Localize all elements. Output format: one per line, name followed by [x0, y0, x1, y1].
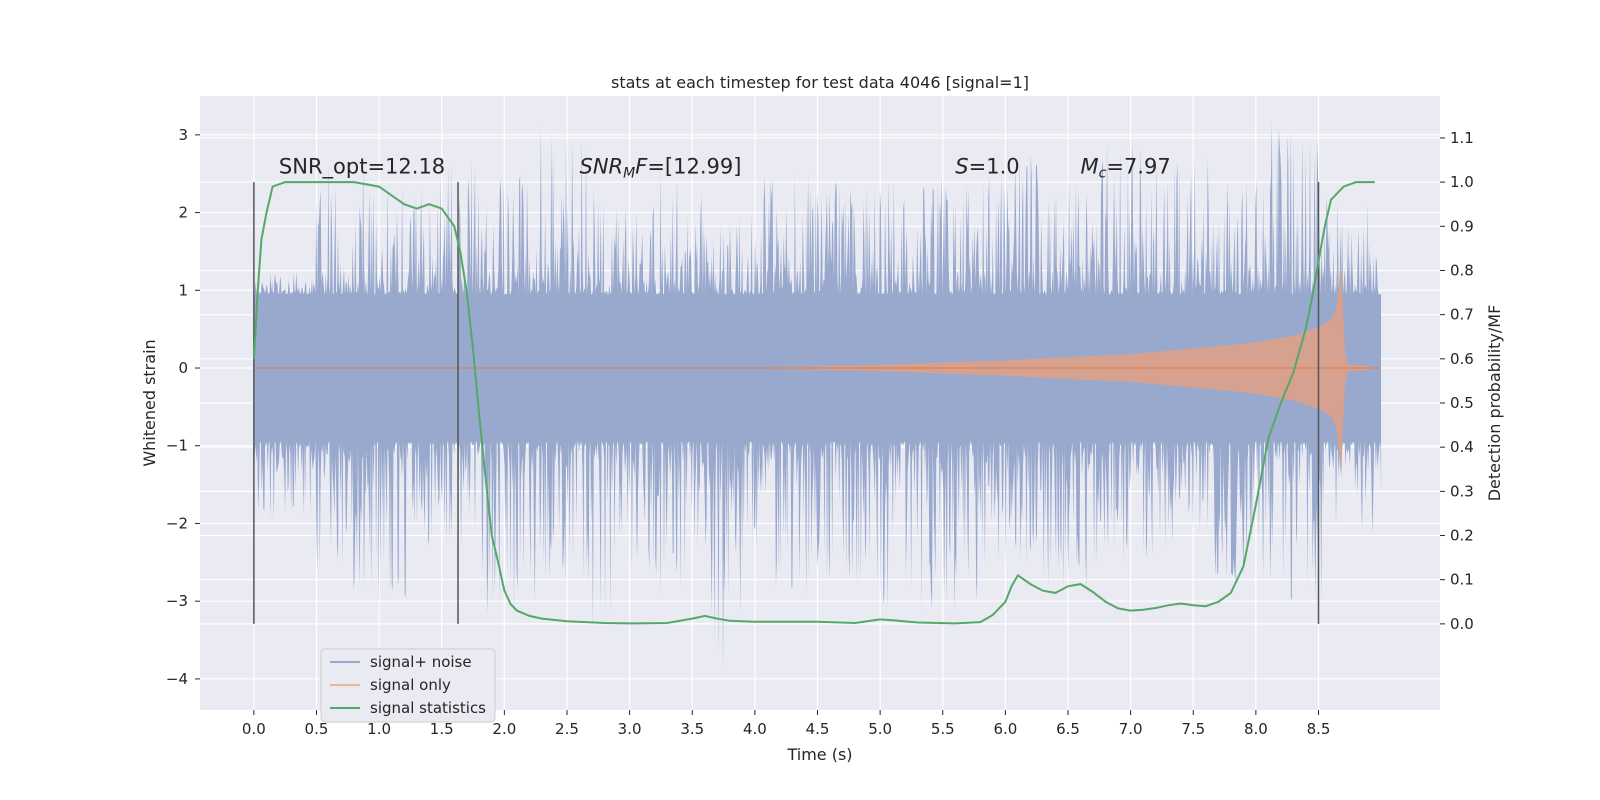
y2-tick-label: 0.1	[1450, 571, 1474, 589]
annotation-text: S=1.0	[955, 154, 1019, 178]
series-signal-statistics	[252, 181, 1375, 625]
annotation-text: SNRMF=[12.99]	[580, 154, 742, 181]
annotation-text: SNR_opt=12.18	[279, 154, 445, 179]
x-tick-label: 2.0	[492, 720, 516, 738]
x-tick-label: 2.5	[555, 720, 579, 738]
y2-axis-ticks: 1.1 1.0 0.9 0.8 0.7 0.6 0.5 0.4 0.3 0.2 0.1 0.0	[1440, 129, 1474, 633]
y2-tick-label: 1.1	[1450, 129, 1474, 147]
y2-tick-label: 0.3	[1450, 482, 1474, 500]
y-tick-label: −2	[166, 514, 188, 532]
vertical-markers	[253, 182, 1320, 624]
y2-tick-label: 0.9	[1450, 217, 1474, 235]
y2-tick-label: 0.0	[1450, 615, 1474, 633]
x-tick-label: 3.5	[680, 720, 704, 738]
series-signal-plus-noise	[253, 119, 1382, 673]
y-axis-ticks: 3 2 1 0 −1 −2 −3 −4	[166, 126, 200, 688]
x-tick-label: 5.5	[931, 720, 955, 738]
x-tick-label: 6.5	[1056, 720, 1080, 738]
y-tick-label: −1	[166, 437, 188, 455]
y2-tick-label: 0.5	[1450, 394, 1474, 412]
x-tick-label: 3.0	[618, 720, 642, 738]
annotations: SNR_opt=12.18 SNRMF=[12.99] S=1.0 Mc=7.97	[279, 154, 1171, 181]
y2-tick-label: 0.2	[1450, 527, 1474, 545]
x-tick-label: 0.5	[305, 720, 329, 738]
stats-line	[252, 181, 1375, 625]
chart-title: stats at each timestep for test data 404…	[611, 73, 1029, 92]
legend-label-signal-statistics: signal statistics	[370, 699, 486, 717]
series-signal-only	[253, 262, 1382, 474]
annotation-text: Mc=7.97	[1081, 154, 1171, 181]
x-tick-label: 5.0	[868, 720, 892, 738]
y2-tick-label: 0.4	[1450, 438, 1474, 456]
x-axis-label: Time (s)	[786, 745, 852, 764]
legend-box	[320, 648, 496, 723]
x-tick-label: 0.0	[242, 720, 266, 738]
noise-band	[253, 119, 1382, 673]
x-tick-label: 8.0	[1244, 720, 1268, 738]
x-tick-label: 4.0	[743, 720, 767, 738]
y2-axis-label: Detection probability/MF	[1485, 305, 1504, 502]
x-tick-label: 7.5	[1181, 720, 1205, 738]
y2-tick-label: 1.0	[1450, 173, 1474, 191]
legend-label-signal-plus-noise: signal+ noise	[370, 653, 472, 671]
x-tick-label: 1.5	[430, 720, 454, 738]
y-tick-label: 3	[178, 126, 188, 144]
x-tick-label: 6.0	[993, 720, 1017, 738]
legend: signal+ noise signal only signal statist…	[320, 648, 496, 723]
y-tick-label: −3	[166, 592, 188, 610]
x-tick-label: 4.5	[806, 720, 830, 738]
x-tick-label: 1.0	[367, 720, 391, 738]
y-tick-label: −4	[166, 670, 188, 688]
y2-tick-label: 0.7	[1450, 306, 1474, 324]
y2-tick-label: 0.8	[1450, 261, 1474, 279]
y-tick-label: 2	[178, 204, 188, 222]
x-axis-ticks: 0.0 0.5 1.0 1.5 2.0 2.5 3.0 3.5 4.0 4.5 5.0 5.5 6.0 6…	[242, 710, 1331, 738]
x-tick-label: 7.0	[1119, 720, 1143, 738]
legend-label-signal-only: signal only	[370, 676, 451, 694]
y-tick-label: 0	[178, 359, 188, 377]
y-axis-label: Whitened strain	[140, 339, 159, 466]
x-tick-label: 8.5	[1307, 720, 1331, 738]
y-tick-label: 1	[178, 281, 188, 299]
y2-tick-label: 0.6	[1450, 350, 1474, 368]
